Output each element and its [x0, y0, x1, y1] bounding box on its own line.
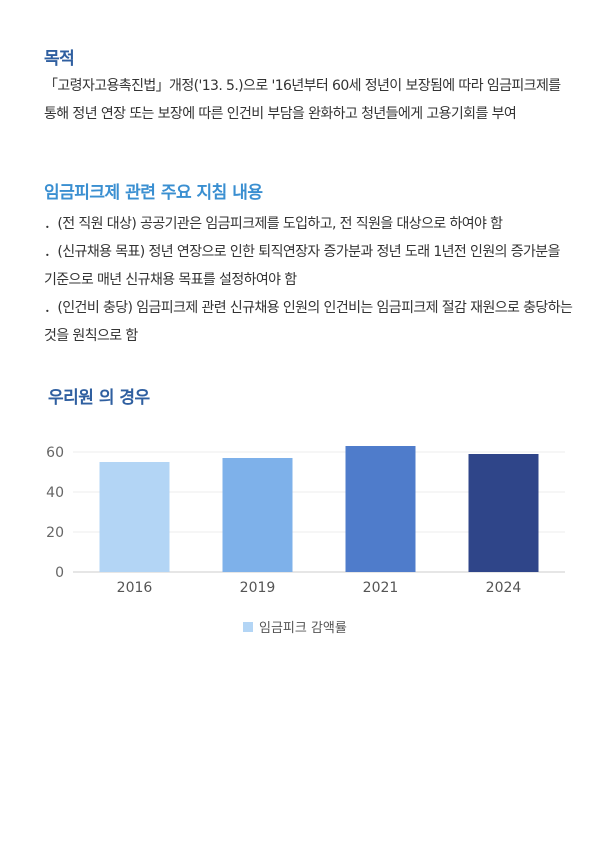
y-tick-label-0: 0: [55, 565, 64, 581]
y-tick-label-60: 60: [46, 445, 64, 461]
y-tick-label-40: 40: [46, 485, 64, 501]
x-tick-label-2021: 2021: [363, 580, 399, 596]
guideline-item-2: ．(신규채용 목표) 정년 연장으로 인한 퇴직연장자 증가분과 정년 도래 1…: [44, 244, 560, 288]
y-tick-label-20: 20: [46, 525, 64, 541]
our-case-title: 우리원 의 경우: [48, 388, 150, 408]
guidelines-title: 임금피크제 관련 주요 지침 내용: [44, 183, 263, 203]
bar-2016: [99, 462, 170, 572]
guideline-item-3: ．(인건비 충당) 임금피크제 관련 신규채용 인원의 인건비는 임금피크제 절…: [44, 300, 573, 344]
bar-2024: [468, 454, 539, 572]
guidelines-list: ．(전 직원 대상) 공공기관은 임금피크제를 도입하고, 전 직원을 대상으로…: [44, 210, 574, 350]
bar-2019: [222, 458, 293, 572]
x-tick-label-2024: 2024: [486, 580, 522, 596]
legend-swatch: [243, 622, 253, 632]
x-tick-label-2016: 2016: [117, 580, 153, 596]
bar-2021: [345, 446, 416, 572]
purpose-title: 목적: [44, 49, 75, 69]
x-tick-label-2019: 2019: [240, 580, 276, 596]
purpose-body: 「고령자고용촉진법」개정('13. 5.)으로 '16년부터 60세 정년이 보…: [44, 78, 561, 122]
legend-label: 임금피크 감액률: [259, 621, 347, 636]
guideline-item-1: ．(전 직원 대상) 공공기관은 임금피크제를 도입하고, 전 직원을 대상으로…: [44, 216, 503, 232]
bar-chart: 0 20 40 60 2016 2019 2021 2024 임금피크 감액률: [46, 445, 565, 636]
